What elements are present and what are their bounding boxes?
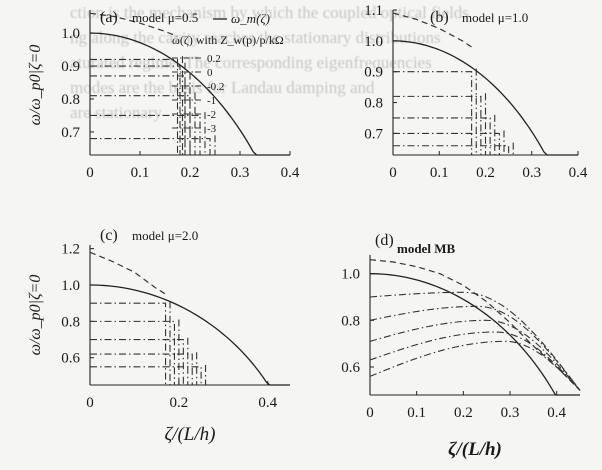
series-line: [369, 331, 581, 391]
background-line: are stationary: [70, 103, 163, 122]
y-axis-label: ω/ω_p0|ζ=0: [27, 275, 44, 356]
series-line: [369, 319, 581, 391]
x-axis-label: ζ/(L/h): [165, 424, 216, 445]
series-line: [90, 352, 198, 385]
x-tick-label: 0.4: [258, 395, 277, 411]
series-line: [369, 340, 581, 391]
y-tick-label: 1.0: [341, 267, 360, 283]
background-line: ng along the cavity reaches the stationa…: [70, 28, 441, 47]
series-line: [90, 365, 207, 385]
background-page-text: ction is the mechanism by which the coup…: [70, 0, 602, 260]
background-line: ction is the mechanism by which the coup…: [70, 3, 469, 22]
x-tick-label: 0: [366, 405, 374, 421]
series-line: [369, 291, 581, 391]
y-tick-label: 0.6: [61, 351, 80, 367]
x-tick-label: 0.3: [501, 405, 520, 421]
x-axis-label: ζ/(L/h): [448, 439, 502, 460]
x-tick-label: 0.2: [170, 395, 189, 411]
x-tick-label: 0.1: [407, 405, 426, 421]
x-tick-label: 0.4: [547, 405, 566, 421]
y-axis-label: ω/ω_p0|ζ=0: [27, 45, 44, 126]
solid-curve: [369, 273, 580, 396]
dashed-curve: [369, 259, 581, 391]
background-line: modes are the basis for Landau damping a…: [70, 78, 375, 97]
solid-curve: [89, 284, 290, 386]
x-tick-label: 0.2: [454, 405, 473, 421]
chart-panel-4: 0.60.81.00 0.1 0.2 0.3 0.4(d) model MB: [341, 232, 581, 421]
series-line: [369, 305, 581, 391]
series-line: [90, 301, 171, 385]
series-line: [90, 337, 189, 385]
series-line: [90, 319, 180, 385]
y-tick-label: 0.6: [341, 360, 360, 376]
background-line: aturated regime. The corresponding eigen…: [70, 53, 432, 72]
y-tick-label: 0.8: [61, 314, 80, 330]
y-tick-label: 0.8: [341, 313, 360, 329]
y-tick-label: 1.0: [61, 278, 80, 294]
x-tick-label: 0: [86, 395, 94, 411]
